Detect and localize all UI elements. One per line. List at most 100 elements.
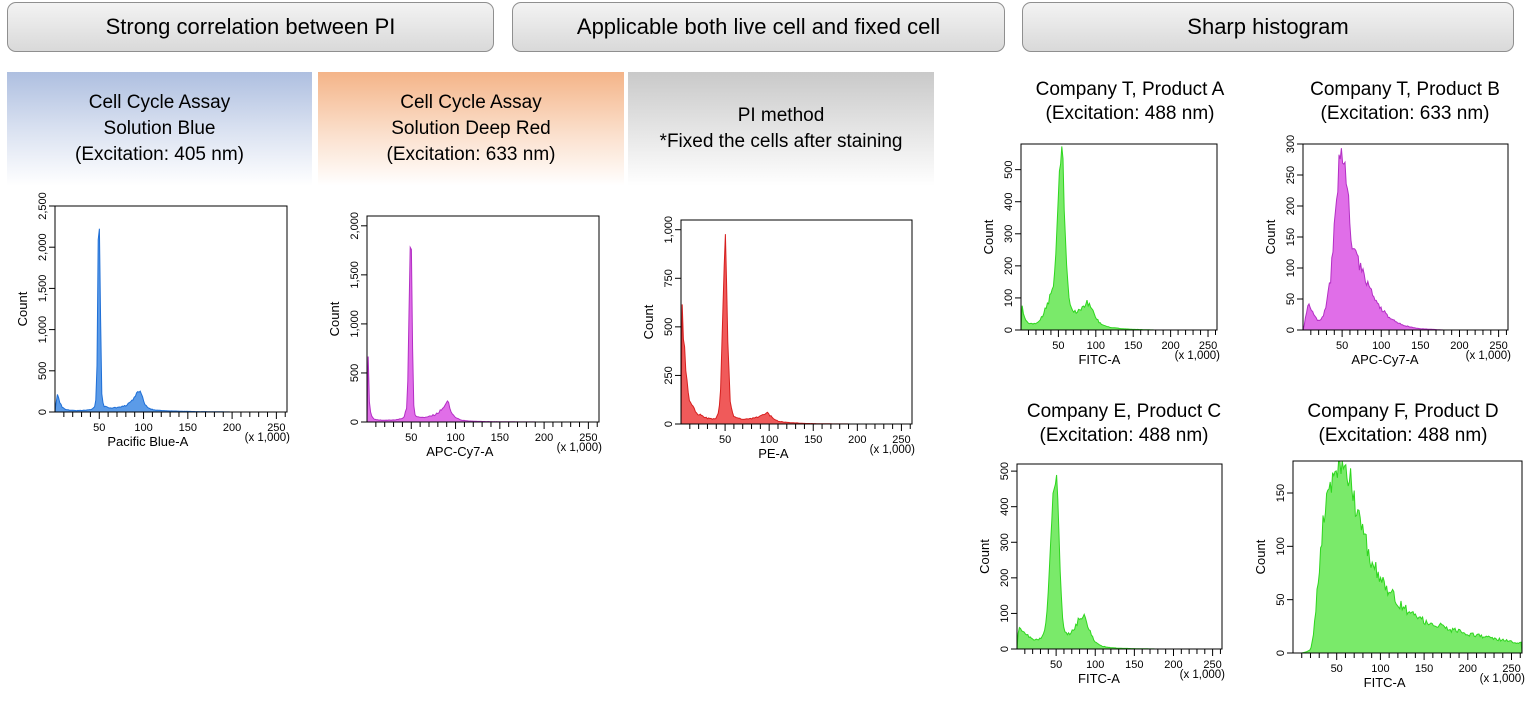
band-line: *Fixed the cells after staining — [659, 131, 903, 152]
histogram-area — [1302, 148, 1444, 331]
panel-title-company-f-d: Company F, Product D (Excitation: 488 nm… — [1273, 400, 1533, 448]
x-tick-label: 250 — [1502, 663, 1520, 675]
x-tick-label: 100 — [134, 422, 152, 434]
x-tick-label: 250 — [892, 434, 910, 446]
x-tick-label: 100 — [760, 434, 778, 446]
y-tick-label: 250 — [1285, 166, 1297, 184]
panel-title-line: (Excitation: 488 nm) — [1045, 103, 1215, 124]
x-tick-label: 200 — [848, 434, 866, 446]
x-tick-label: 200 — [1450, 340, 1468, 352]
x-tick-label: 200 — [1164, 659, 1182, 671]
y-tick-label: 0 — [663, 421, 675, 427]
band-line: (Excitation: 633 nm) — [386, 144, 556, 165]
panel-title-line: (Excitation: 633 nm) — [1320, 103, 1490, 124]
y-tick-label: 0 — [1285, 327, 1297, 333]
y-tick-label: 2,000 — [349, 212, 361, 240]
panel-title-company-e-c: Company E, Product C (Excitation: 488 nm… — [994, 400, 1254, 448]
x-tick-label: 50 — [719, 434, 731, 446]
histogram-area — [1293, 460, 1523, 654]
y-tick-label: 300 — [999, 533, 1011, 551]
y-axis-label: Count — [1263, 219, 1278, 254]
y-tick-label: 500 — [349, 364, 361, 382]
histogram-area — [366, 245, 545, 423]
y-tick-label: 250 — [663, 366, 675, 384]
x-axis-unit: (x 1,000) — [870, 444, 916, 456]
y-tick-label: 50 — [1285, 293, 1297, 305]
x-axis-unit: (x 1,000) — [245, 432, 291, 444]
y-tick-label: 100 — [999, 604, 1011, 622]
y-tick-label: 300 — [1003, 225, 1015, 243]
y-tick-label: 500 — [37, 362, 49, 380]
panel-title-line: Company F, Product D — [1307, 401, 1499, 422]
y-tick-label: 0 — [999, 646, 1011, 652]
x-axis-label: APC-Cy7-A — [426, 444, 494, 459]
x-axis-label: FITC-A — [1078, 352, 1120, 367]
histogram-area — [1020, 146, 1156, 331]
header-pill-live-fixed: Applicable both live cell and fixed cell — [512, 2, 1005, 52]
y-axis-label: Count — [15, 291, 30, 326]
x-axis-label: FITC-A — [1078, 671, 1120, 686]
y-axis-label: Count — [1253, 539, 1268, 574]
x-tick-label: 250 — [1199, 340, 1217, 352]
y-tick-label: 500 — [1003, 160, 1015, 178]
x-tick-label: 150 — [1125, 659, 1143, 671]
x-tick-label: 50 — [93, 422, 105, 434]
band-line: Cell Cycle Assay — [88, 92, 231, 113]
plot-frame — [366, 215, 600, 423]
x-tick-label: 100 — [1086, 659, 1104, 671]
x-axis-label: PE-A — [758, 446, 789, 461]
plot-frame — [1020, 143, 1218, 331]
x-axis-unit: (x 1,000) — [1175, 350, 1221, 362]
x-tick-label: 50 — [1050, 659, 1062, 671]
histogram-area — [1016, 474, 1158, 650]
y-tick-label: 0 — [1003, 327, 1015, 333]
y-tick-label: 750 — [663, 269, 675, 287]
header-pill-label: Strong correlation between PI — [105, 14, 396, 39]
panel-title-company-t-a: Company T, Product A (Excitation: 488 nm… — [1000, 78, 1260, 126]
x-axis-unit: (x 1,000) — [1180, 669, 1226, 681]
y-tick-label: 0 — [37, 409, 49, 415]
plot-frame — [1292, 460, 1523, 654]
section-band-pi-method: PI method *Fixed the cells after stainin… — [628, 72, 934, 186]
panel-title-line: (Excitation: 488 nm) — [1039, 425, 1209, 446]
band-line: Cell Cycle Assay — [400, 92, 542, 113]
x-tick-label: 100 — [1372, 340, 1390, 352]
y-tick-label: 1,500 — [349, 261, 361, 289]
y-tick-label: 150 — [1275, 484, 1287, 502]
x-tick-label: 200 — [535, 432, 553, 444]
panel-title-company-t-b: Company T, Product B (Excitation: 633 nm… — [1275, 78, 1535, 126]
x-tick-label: 200 — [1161, 340, 1179, 352]
panel-title-line: (Excitation: 488 nm) — [1318, 425, 1488, 446]
panel-title-line: Company E, Product C — [1026, 401, 1222, 422]
section-band-deep-red: Cell Cycle Assay Solution Deep Red (Exci… — [318, 72, 624, 186]
x-tick-label: 250 — [579, 432, 597, 444]
y-tick-label: 150 — [1285, 228, 1297, 246]
y-axis-label: Count — [977, 539, 992, 574]
y-tick-label: 500 — [999, 462, 1011, 480]
panel-title-line: Company T, Product B — [1310, 79, 1500, 100]
y-tick-label: 200 — [999, 569, 1011, 587]
header-pill-sharp-histogram: Sharp histogram — [1022, 2, 1514, 52]
y-tick-label: 2,000 — [37, 233, 49, 261]
x-tick-label: 150 — [1411, 340, 1429, 352]
histogram-area — [680, 234, 858, 425]
y-tick-label: 100 — [1003, 289, 1015, 307]
y-tick-label: 1,000 — [37, 316, 49, 344]
histogram-deep-red: 0 500 1,000 1,500 2,000 50 100 150 200 250 Count AP… — [327, 212, 603, 459]
plot-frame — [1016, 463, 1223, 650]
y-tick-label: 500 — [663, 318, 675, 336]
x-axis-unit: (x 1,000) — [1466, 350, 1512, 362]
x-axis-unit: (x 1,000) — [557, 442, 603, 454]
y-tick-label: 0 — [349, 419, 361, 425]
x-tick-label: 50 — [1052, 340, 1064, 352]
band-line: PI method — [737, 105, 825, 126]
x-tick-label: 250 — [267, 422, 285, 434]
section-band-blue: Cell Cycle Assay Solution Blue (Excitati… — [7, 72, 312, 186]
y-tick-label: 200 — [1003, 257, 1015, 275]
y-tick-label: 100 — [1275, 537, 1287, 555]
x-tick-label: 250 — [1203, 659, 1221, 671]
histogram-company-t-b: 0 50 100 150 200 250 300 50 100 150 200 250 Count APC… — [1263, 135, 1512, 367]
y-tick-label: 1,000 — [349, 310, 361, 338]
histogram-blue: 0 500 1,000 1,500 2,000 2,500 50 100 150 200 250 Co… — [15, 192, 291, 449]
x-tick-label: 150 — [804, 434, 822, 446]
